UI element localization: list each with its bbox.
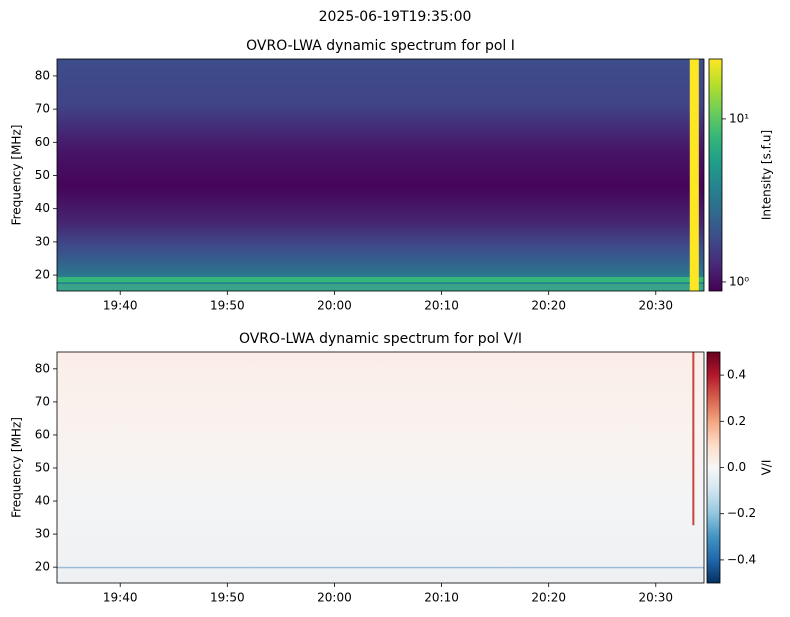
spectrogram [57,59,704,291]
x-tick-label: 19:50 [210,591,245,605]
colorbar [708,58,723,292]
y-tick-label: 70 [35,394,50,408]
axes-frame [56,58,705,292]
figure-title: 2025-06-19T19:35:00 [319,9,472,25]
colorbar-tick-label: 0.4 [727,368,746,382]
y-tick-label: 50 [35,168,50,182]
colorbar-tick-label: 10¹ [729,111,749,125]
x-tick-label: 20:30 [638,591,673,605]
spectrogram [57,352,704,583]
x-tick-label: 20:30 [638,299,673,313]
spectrogram-burst [689,59,699,291]
y-axis-label: Frequency [MHz] [10,125,24,226]
colorbar-tick-label: −0.2 [727,506,756,520]
spectrogram-burst [692,352,695,526]
y-axis-label: Frequency [MHz] [10,417,24,518]
x-tick-label: 20:00 [317,591,352,605]
x-tick-label: 20:10 [424,299,459,313]
y-tick-label: 70 [35,102,50,116]
x-tick-label: 20:20 [531,591,566,605]
axes-frame [56,351,705,584]
colorbar-tick-label: −0.4 [727,552,756,566]
y-tick-label: 60 [35,135,50,149]
colorbar-tick-label: 10⁰ [729,274,749,288]
y-tick-label: 80 [35,361,50,375]
colorbar-tick-label: 0.0 [727,460,746,474]
x-tick-label: 19:40 [103,591,138,605]
x-tick-label: 20:10 [424,591,459,605]
axes-title: OVRO-LWA dynamic spectrum for pol I [246,38,515,54]
y-tick-label: 20 [35,560,50,574]
colorbar-tick-label: 0.2 [727,414,746,428]
spectrogram-band [57,284,704,291]
colorbar-label: V/I [760,460,774,476]
spectrogram-band [57,277,704,283]
spectrogram-band [57,566,704,569]
x-tick-label: 20:20 [531,299,566,313]
x-tick-label: 20:00 [317,299,352,313]
y-tick-label: 40 [35,201,50,215]
x-tick-label: 19:50 [210,299,245,313]
y-tick-label: 50 [35,460,50,474]
y-tick-label: 40 [35,494,50,508]
axes-title: OVRO-LWA dynamic spectrum for pol V/I [239,331,522,347]
colorbar-label: Intensity [s.f.u] [760,130,774,220]
y-tick-label: 30 [35,527,50,541]
y-tick-label: 80 [35,68,50,82]
y-tick-label: 20 [35,268,50,282]
colorbar [706,351,721,584]
x-tick-label: 19:40 [103,299,138,313]
y-tick-label: 30 [35,234,50,248]
y-tick-label: 60 [35,427,50,441]
